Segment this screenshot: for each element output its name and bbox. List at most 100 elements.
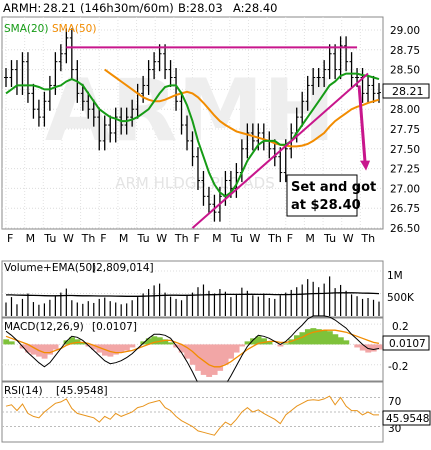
macd-hist-bar: [112, 344, 119, 355]
macd-hist-bar: [25, 344, 32, 353]
macd-hist-bar: [91, 344, 97, 350]
macd-hist-bar: [310, 328, 317, 345]
macd-hist-bar: [206, 344, 213, 377]
macd-hist-bar: [69, 337, 75, 345]
macd-hist-bar: [376, 344, 383, 350]
header-bid: B:28.03: [178, 1, 223, 15]
macd-hist-bar: [184, 344, 191, 359]
macd-hist-bar: [244, 341, 251, 345]
x-tick-label: F: [287, 232, 293, 245]
price-tick-label: 27.00: [390, 183, 420, 195]
macd-hist-bar: [47, 344, 54, 355]
macd-hist-bar: [354, 344, 361, 348]
macd-last-value: 0.0107: [389, 338, 426, 350]
volume-legend: Volume+EMA(50): [4, 262, 96, 274]
x-axis-day-labels: F M Tu W Th F M Tu W Th F M Tu W Th F M Tu W Th: [7, 232, 375, 245]
header-ask: A:28.40: [233, 1, 277, 15]
rsi-panel: RSI(14) [45.9548] 70 30 45.9548: [1, 381, 431, 443]
macd-hist-bar: [343, 340, 350, 345]
macd-legend-value: [0.0107]: [92, 321, 137, 333]
x-tick-label: Tu: [230, 232, 243, 245]
sma20-line: [5, 72, 380, 198]
annotation-line1: Set and got: [291, 180, 376, 195]
macd-hist-bar: [217, 344, 224, 371]
macd-panel: MACD(12,26,9) [0.0107] 0.2 -0.2 0.0107: [1, 315, 430, 398]
macd-hist-bar: [178, 344, 185, 353]
macd-tick-pos: 0.2: [392, 321, 409, 333]
macd-line: [5, 315, 380, 398]
price-tick-label: 27.25: [390, 164, 420, 176]
price-last-label: 28.21: [382, 83, 430, 99]
price-panel: ARMH ARM HLDGS PLC ADS 29.0028.7528.5028…: [1, 16, 430, 235]
macd-hist-bar: [261, 338, 267, 345]
macd-hist-bar: [167, 342, 174, 345]
volume-tick-500k: 500K: [387, 292, 415, 304]
macd-hist-bar: [299, 332, 306, 345]
macd-hist-bar: [52, 344, 59, 350]
support-trendline: [191, 72, 369, 229]
volume-panel: Volume+EMA(50) [2,809,014] 1M 500K: [1, 260, 415, 318]
macd-hist-bar: [195, 344, 202, 371]
x-tick-label: Th: [174, 232, 189, 245]
x-tick-label: W: [249, 232, 260, 245]
sma50-line: [104, 68, 380, 148]
macd-hist-bar: [189, 344, 196, 365]
macd-hist-bar: [8, 341, 15, 345]
price-tick-label: 26.75: [390, 203, 420, 215]
rsi-tick-30: 30: [388, 423, 401, 435]
macd-hist-bar: [239, 344, 246, 347]
rsi-legend: RSI(14): [4, 385, 43, 397]
price-y-axis: 29.0028.7528.5028.2528.0027.7527.5027.25…: [390, 25, 420, 235]
macd-hist-bar: [151, 336, 158, 345]
rsi-line: [5, 395, 379, 436]
macd-hist-bar: [370, 344, 377, 352]
legend-sma50: SMA(50): [52, 23, 96, 35]
x-tick-label: M: [305, 232, 315, 245]
x-tick-label: Tu: [323, 232, 336, 245]
volume-legend-value: [2,809,014]: [92, 262, 154, 274]
macd-legend: MACD(12,26,9): [4, 321, 84, 333]
target-arrow: [357, 85, 367, 163]
macd-hist-bar: [30, 344, 37, 355]
volume-tick-1m: 1M: [387, 270, 403, 282]
x-tick-label: M: [212, 232, 222, 245]
rsi-last-value: 45.9548: [386, 413, 429, 425]
price-last-box: [382, 83, 430, 99]
price-bars: [4, 28, 381, 222]
macd-hist-bar: [123, 344, 130, 351]
chart-header: ARMH: 28.21 (146h30m/60m) B:28.03 A:28.4…: [3, 1, 277, 15]
macd-hist-bar: [145, 338, 152, 345]
macd-hist-bar: [266, 341, 273, 345]
price-tick-label: 27.50: [390, 144, 420, 156]
macd-hist-bar: [228, 344, 235, 359]
x-tick-label: M: [26, 232, 36, 245]
x-tick-label: F: [7, 232, 13, 245]
macd-hist-bar: [321, 330, 328, 345]
rsi-last-box: [382, 410, 431, 426]
x-tick-label: Tu: [137, 232, 150, 245]
macd-hist-bar: [326, 331, 333, 345]
x-tick-label: Th: [267, 232, 282, 245]
macd-hist-bar: [80, 342, 86, 345]
price-tick-label: 29.00: [390, 25, 420, 37]
annotation-bg: [286, 174, 358, 217]
header-interval: (146h30m/60m): [80, 1, 174, 15]
macd-signal-line: [5, 329, 380, 368]
x-tick-label: M: [119, 232, 128, 245]
volume-bars: [5, 276, 380, 316]
macd-hist-bar: [200, 344, 207, 375]
volume-grid: [2, 270, 383, 294]
x-tick-label: W: [156, 232, 167, 245]
macd-hist-bar: [283, 343, 289, 345]
rsi-grid: [2, 397, 383, 427]
macd-hist-bar: [315, 329, 322, 345]
macd-hist-bar: [96, 344, 103, 353]
x-tick-label: F: [194, 232, 200, 245]
legend-sma20: SMA(20): [4, 23, 48, 35]
x-tick-label: Th: [360, 232, 375, 245]
volume-ema-line: [6, 292, 380, 297]
rsi-tick-70: 70: [388, 396, 401, 408]
x-tick-label: Tu: [43, 232, 56, 245]
annotation-line2: at $28.40: [291, 198, 361, 213]
